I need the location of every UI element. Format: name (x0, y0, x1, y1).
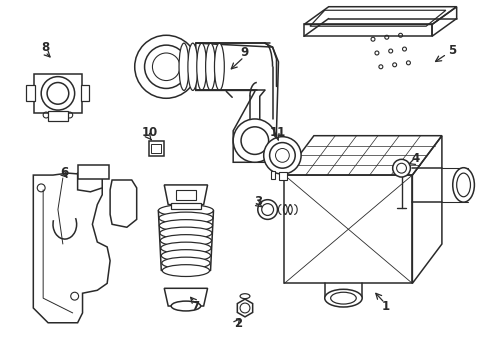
Ellipse shape (456, 173, 469, 197)
Circle shape (41, 77, 75, 110)
Ellipse shape (452, 168, 473, 202)
Text: 5: 5 (447, 44, 455, 57)
Polygon shape (237, 299, 252, 317)
Bar (34, 74, 81, 113)
Bar (26, 85, 35, 101)
Bar (151, 144, 161, 153)
Ellipse shape (159, 212, 213, 224)
Ellipse shape (196, 43, 206, 90)
Text: 9: 9 (241, 45, 248, 59)
Text: 10: 10 (141, 126, 157, 139)
Polygon shape (304, 7, 456, 24)
Ellipse shape (161, 242, 211, 254)
Ellipse shape (330, 292, 356, 304)
Ellipse shape (159, 220, 212, 231)
Polygon shape (164, 288, 207, 306)
Circle shape (269, 143, 295, 168)
Circle shape (233, 119, 276, 162)
Ellipse shape (160, 235, 211, 247)
Polygon shape (78, 173, 102, 192)
Bar (48, 111, 68, 121)
Polygon shape (279, 172, 287, 180)
Text: 7: 7 (191, 300, 200, 312)
Text: 1: 1 (381, 300, 389, 312)
Text: 8: 8 (41, 41, 49, 54)
Ellipse shape (161, 249, 210, 261)
Bar (82, 168, 104, 176)
Circle shape (257, 200, 277, 219)
Ellipse shape (205, 43, 215, 90)
Circle shape (144, 45, 187, 89)
Polygon shape (270, 171, 274, 179)
Bar (171, 203, 200, 208)
Bar (176, 190, 195, 200)
Polygon shape (411, 136, 441, 283)
Bar (78, 165, 109, 179)
Polygon shape (304, 24, 431, 36)
Bar (148, 141, 164, 156)
Ellipse shape (171, 301, 200, 311)
Circle shape (135, 35, 197, 98)
Text: 11: 11 (269, 126, 285, 139)
Circle shape (392, 159, 409, 177)
Circle shape (263, 137, 301, 174)
Ellipse shape (158, 204, 213, 216)
Polygon shape (33, 173, 110, 323)
Bar (52, 113, 64, 119)
Bar (115, 195, 128, 204)
Circle shape (47, 82, 69, 104)
Text: 3: 3 (253, 195, 261, 208)
Bar (81, 85, 89, 101)
Polygon shape (284, 136, 441, 175)
Ellipse shape (214, 43, 224, 90)
Polygon shape (195, 43, 278, 162)
Ellipse shape (187, 43, 197, 90)
Polygon shape (164, 185, 207, 204)
Ellipse shape (240, 294, 249, 299)
Text: 2: 2 (234, 317, 242, 330)
Text: 4: 4 (410, 152, 419, 165)
Ellipse shape (162, 257, 210, 269)
Ellipse shape (179, 43, 188, 90)
Ellipse shape (160, 227, 212, 239)
Polygon shape (110, 180, 137, 227)
Ellipse shape (324, 289, 362, 307)
Text: 6: 6 (61, 166, 69, 179)
Ellipse shape (162, 265, 209, 276)
Polygon shape (284, 175, 411, 283)
Polygon shape (431, 7, 456, 36)
Circle shape (241, 127, 268, 154)
